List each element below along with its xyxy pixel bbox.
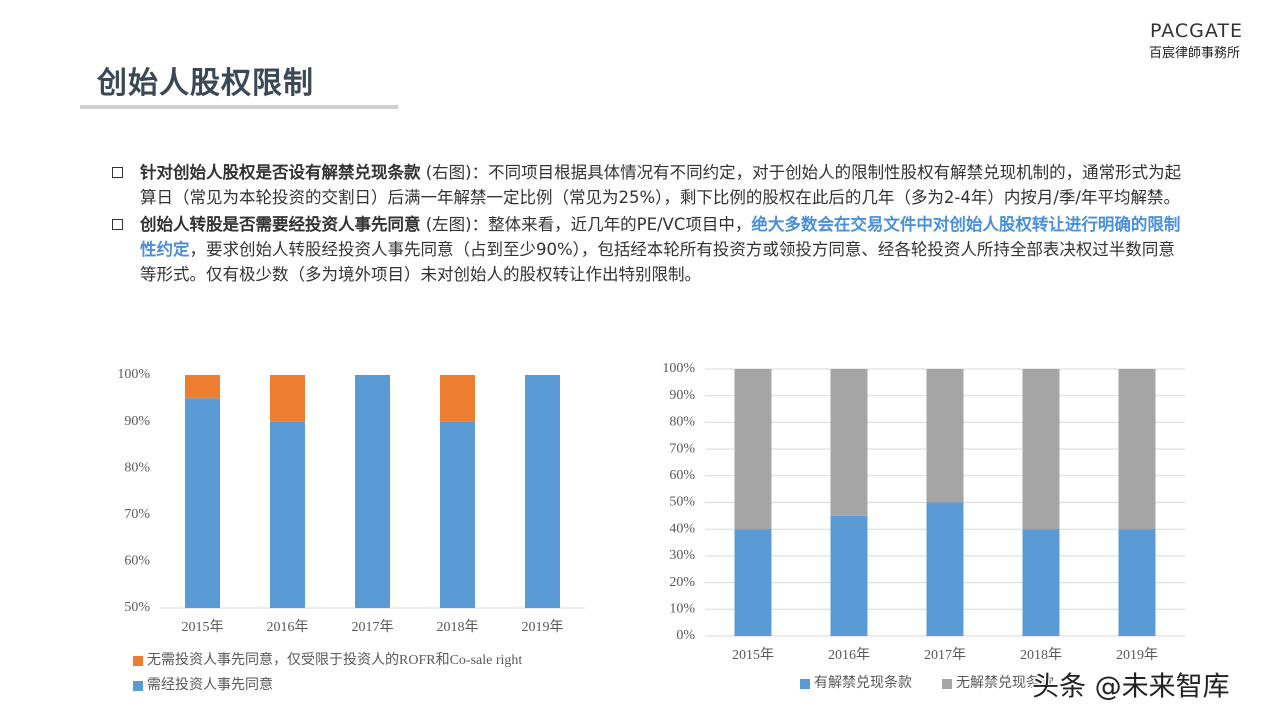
y-tick-label: 70% [669, 441, 695, 456]
y-tick-label: 90% [124, 414, 150, 429]
bar-segment [926, 369, 964, 503]
y-tick-label: 70% [124, 507, 150, 522]
y-tick-label: 0% [676, 628, 695, 643]
slide-title: 创始人股权限制 [97, 66, 314, 101]
legend-swatch [133, 656, 143, 666]
x-tick-label: 2016年 [828, 647, 870, 663]
x-tick-label: 2019年 [1116, 647, 1158, 663]
y-tick-label: 80% [669, 415, 695, 430]
bar-segment [270, 421, 305, 608]
y-tick-label: 20% [669, 575, 695, 590]
x-tick-label: 2019年 [522, 619, 564, 635]
y-tick-label: 100% [117, 367, 150, 382]
y-tick-label: 50% [669, 495, 695, 510]
bar-segment [185, 375, 220, 399]
bar-segment [1118, 529, 1156, 636]
logo-subtitle: 百宸律師事務所 [1149, 46, 1241, 61]
watermark: 头条 @未来智库 [1032, 672, 1230, 703]
y-tick-label: 60% [124, 554, 150, 569]
bar-segment [525, 375, 560, 608]
y-tick-label: 10% [669, 602, 695, 617]
bar-segment [440, 375, 475, 422]
bar-segment [830, 515, 868, 636]
bullet: 创始人转股是否需要经投资人事先同意 (左图)：整体来看，近几年的PE/VC项目中… [112, 212, 1190, 287]
bar-segment [830, 369, 868, 516]
bar-segment [734, 529, 772, 636]
bullet: 针对创始人股权是否设有解禁兑现条款 (右图)：不同项目根据具体情况有不同约定，对… [112, 160, 1190, 210]
bullet-box [112, 219, 123, 230]
legend-label: 无需投资人事先同意，仅受限于投资人的ROFR和Co-sale right [147, 651, 522, 668]
bullet-box [112, 167, 123, 178]
y-tick-label: 30% [669, 548, 695, 563]
logo-name: PACGATE [1150, 20, 1244, 42]
y-tick-label: 100% [662, 361, 695, 376]
bar-segment [1022, 369, 1060, 530]
legend-swatch [800, 679, 810, 689]
x-tick-label: 2015年 [182, 619, 224, 635]
bar-segment [440, 421, 475, 608]
legend-label: 需经投资人事先同意 [147, 676, 273, 693]
bullet-highlight: 绝大多数会在交易文件中对创始人股权转让进行明确的限制性约定 [140, 215, 1181, 259]
x-tick-label: 2015年 [732, 647, 774, 663]
bullet-text: ，要求创始人转股经投资人事先同意（占到至少90%），包括经本轮所有投资方或领投方… [140, 240, 1175, 284]
x-tick-label: 2018年 [437, 619, 479, 635]
bullet-text: (右图)：不同项目根据具体情况有不同约定，对于创始人的限制性股权有解禁兑现机制的… [140, 163, 1182, 207]
bullet-bold: 创始人转股是否需要经投资人事先同意 [140, 215, 421, 234]
bullet-list: 针对创始人股权是否设有解禁兑现条款 (右图)：不同项目根据具体情况有不同约定，对… [112, 160, 1190, 289]
legend-swatch [133, 681, 143, 691]
bullet-bold: 针对创始人股权是否设有解禁兑现条款 [140, 163, 421, 182]
legend-swatch [942, 679, 952, 689]
bar-segment [734, 369, 772, 530]
title-underline [80, 105, 398, 109]
bar-segment [185, 398, 220, 608]
y-tick-label: 60% [669, 468, 695, 483]
x-tick-label: 2018年 [1020, 647, 1062, 663]
y-tick-label: 90% [669, 388, 695, 403]
bar-segment [1022, 529, 1060, 636]
x-tick-label: 2016年 [267, 619, 309, 635]
bar-segment [355, 375, 390, 608]
bar-segment [926, 502, 964, 636]
bullet-text: (左图)：整体来看，近几年的PE/VC项目中， [420, 215, 752, 234]
bar-segment [270, 375, 305, 422]
x-tick-label: 2017年 [924, 647, 966, 663]
y-tick-label: 50% [124, 600, 150, 615]
y-tick-label: 40% [669, 521, 695, 536]
x-tick-label: 2017年 [352, 619, 394, 635]
y-tick-label: 80% [124, 460, 150, 475]
legend-label: 无解禁兑现条款 [956, 674, 1054, 691]
legend-label: 有解禁兑现条款 [814, 674, 912, 691]
bar-segment [1118, 369, 1156, 530]
